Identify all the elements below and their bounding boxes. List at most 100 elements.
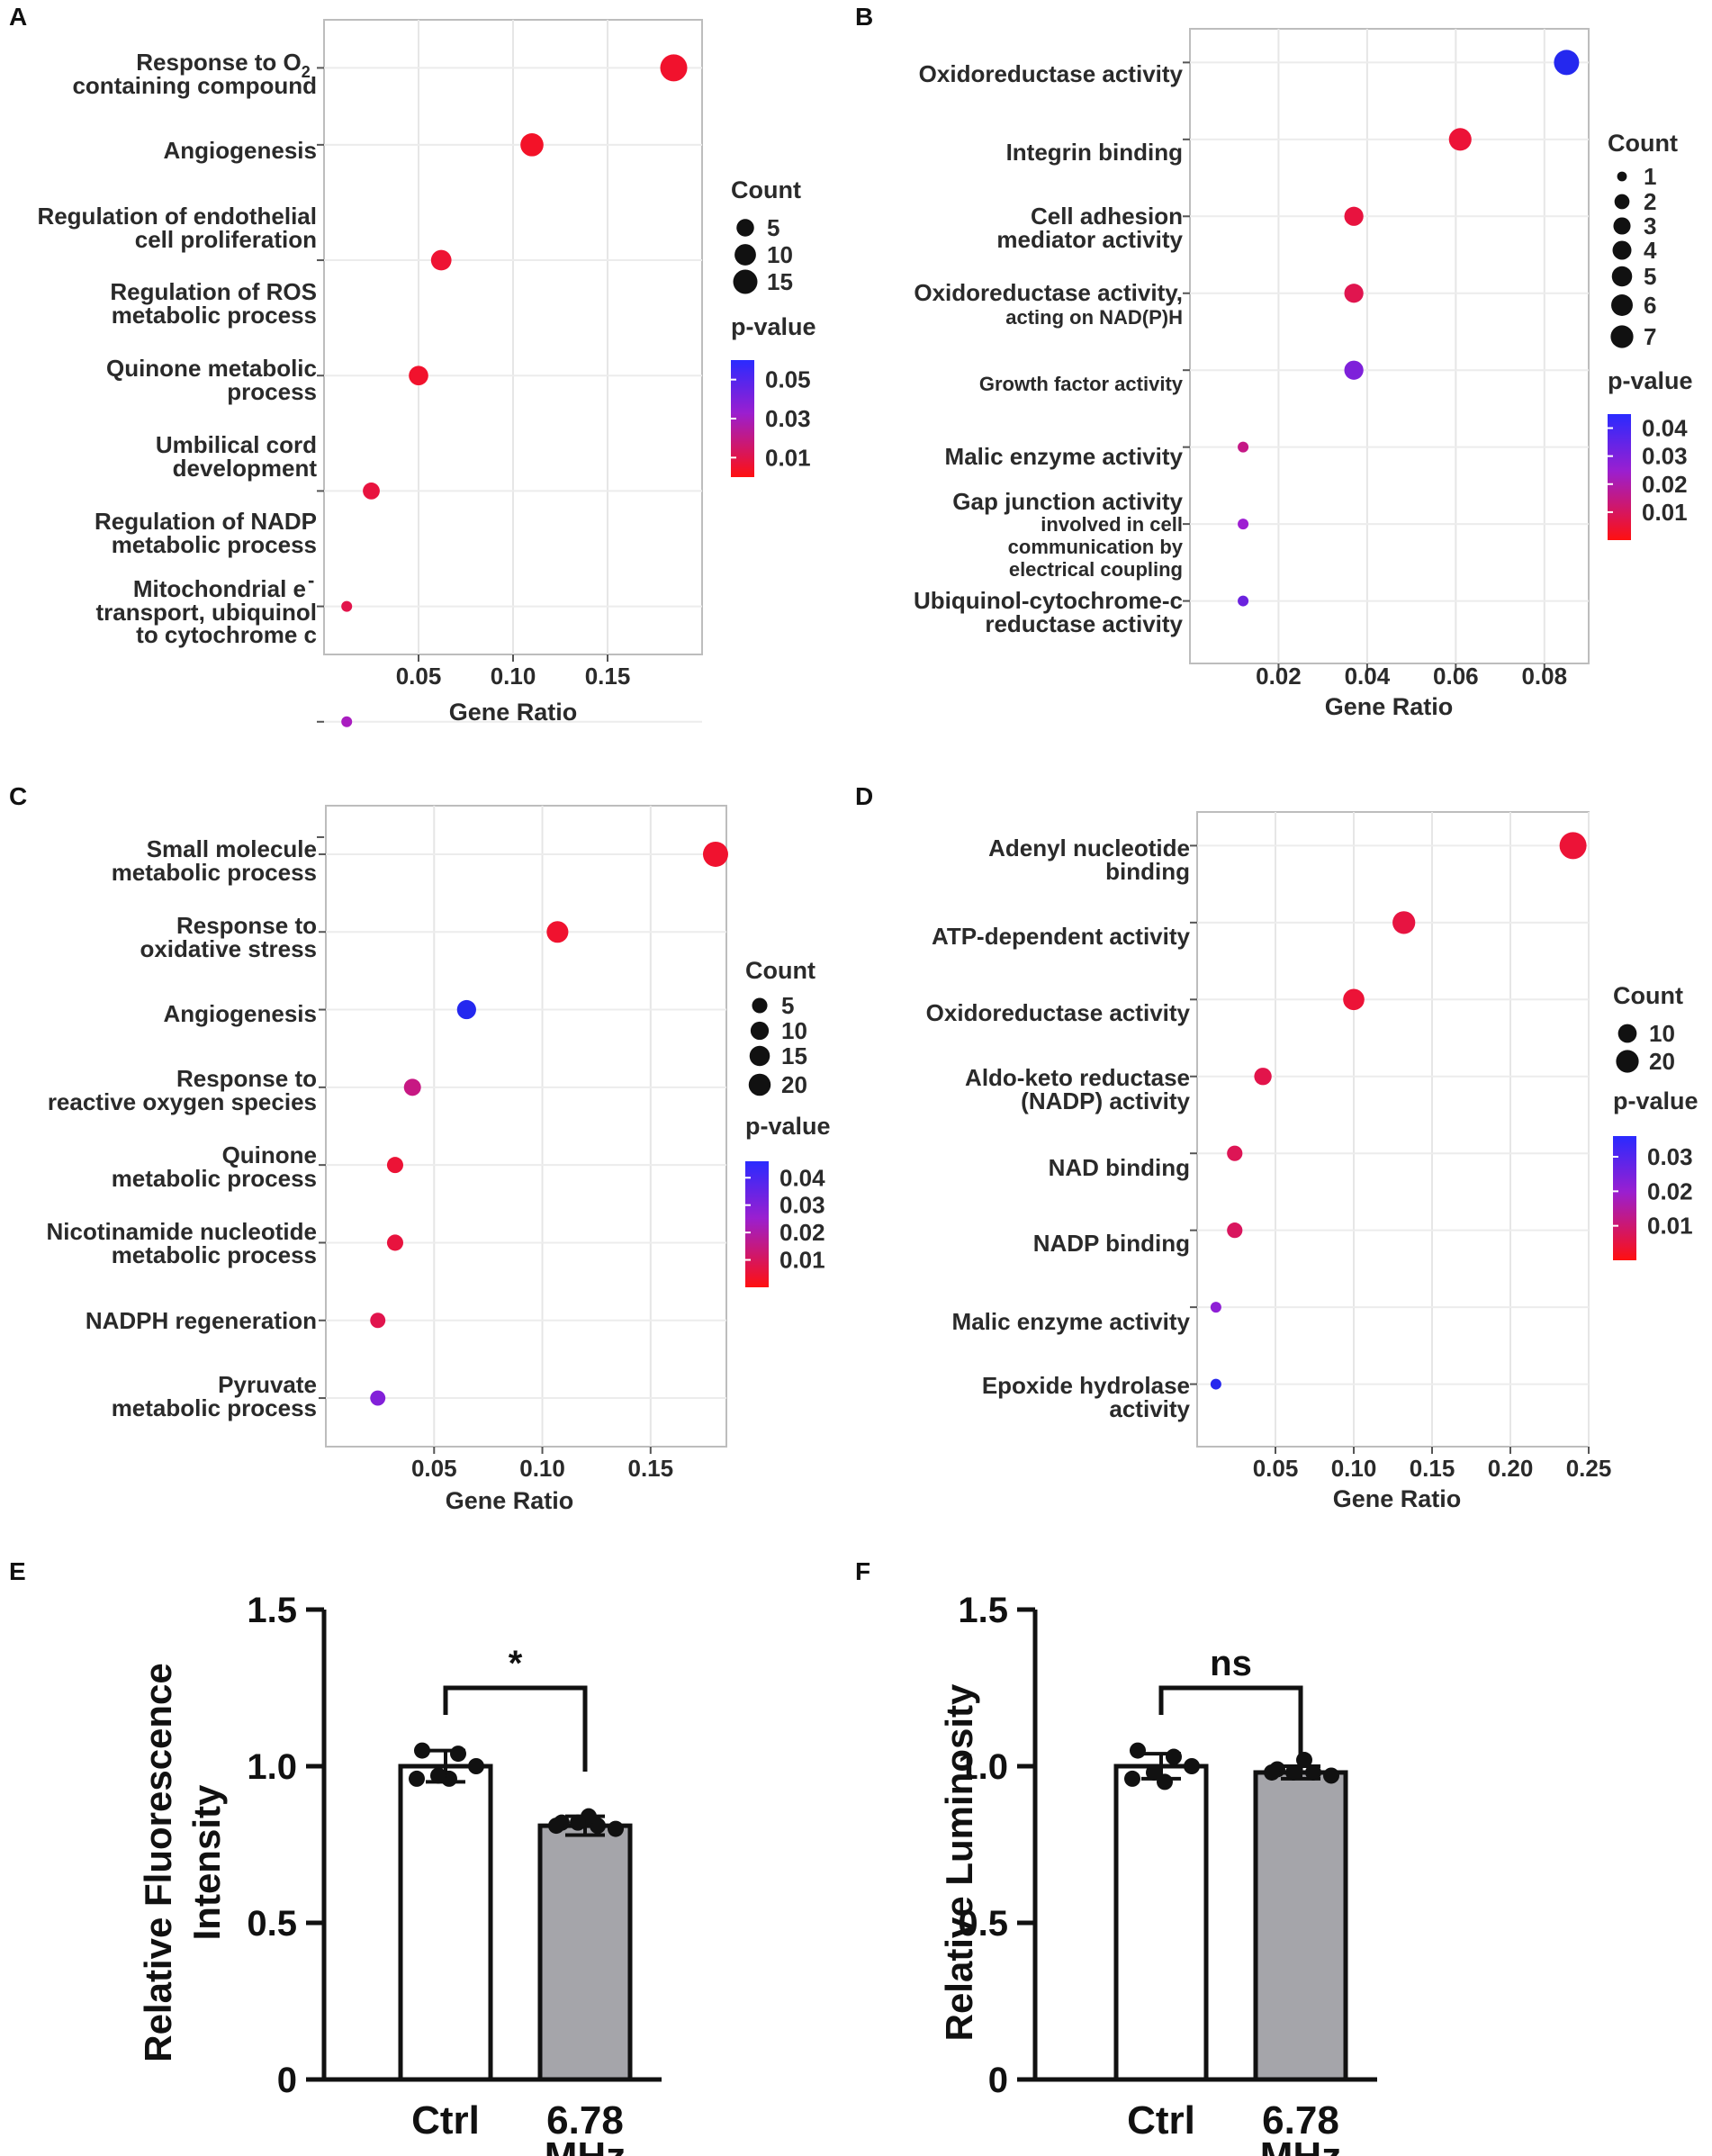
bar [398, 1764, 493, 2082]
count-legend-label: 20 [1649, 1048, 1675, 1075]
count-legend-label: 4 [1644, 237, 1657, 264]
dots-c [370, 841, 728, 1406]
term-label: Small molecule metabolic process [112, 835, 317, 886]
term-dot [1554, 50, 1580, 76]
y-tick-label: 1.0 [247, 1747, 297, 1787]
count-legend-dot [1617, 171, 1627, 182]
term-label: Integrin binding [1006, 139, 1183, 166]
y-axis-title: Intensity [185, 1784, 228, 1940]
pvalue-legend-label: 0.03 [779, 1192, 825, 1219]
term-dot [370, 1390, 386, 1406]
term-label: Epoxide hydrolase activity [982, 1372, 1191, 1422]
panel-label-d: D [855, 782, 873, 810]
x-tick-label: 0.15 [628, 1455, 674, 1482]
x-tick-label: 0.06 [1433, 663, 1479, 690]
panel-label-c: C [9, 782, 27, 810]
term-dot [1238, 519, 1249, 530]
term-label: Mitochondrial e transport, ubiquinol to cy… [95, 575, 317, 648]
term-dot [1392, 911, 1416, 934]
count-legend-label: 10 [1649, 1020, 1675, 1047]
term-label: NADP binding [1033, 1230, 1190, 1257]
data-point [409, 1770, 425, 1787]
bar [1253, 1770, 1348, 2082]
dots-a [341, 54, 688, 843]
term-dot [409, 365, 428, 386]
term-dot [363, 483, 380, 500]
y-tick-label: 1.5 [958, 1591, 1008, 1630]
count-legend-dot [752, 997, 768, 1014]
term-dot [1344, 206, 1364, 226]
pvalue-legend-label: 0.02 [1647, 1177, 1693, 1204]
x-tick-label: 0.15 [1410, 1455, 1455, 1482]
count-legend-title: Count [745, 957, 815, 984]
x-axis-title-d: Gene Ratio [1333, 1485, 1462, 1512]
x-axis-title-c: Gene Ratio [446, 1487, 574, 1514]
grid-c: 0.05 0.10 0.15 [319, 806, 726, 1482]
terms-d: Adenyl nucleotide binding ATP-dependent a… [926, 834, 1191, 1422]
count-legend-label: 5 [1644, 263, 1656, 290]
x-category-label: MHz [545, 2134, 626, 2156]
pvalue-legend-label: 0.01 [765, 444, 811, 471]
term-label: Oxidoreductase activity, [914, 279, 1183, 306]
x-tick-label: 0.02 [1256, 663, 1302, 690]
term-label: Aldo-keto reductase (NADP) activity [965, 1064, 1190, 1114]
term-label: NAD binding [1049, 1154, 1190, 1181]
y-tick-label: 1.5 [247, 1591, 297, 1630]
data-point [1166, 1748, 1182, 1765]
panel-c: C 0.05 0.10 0.15 Small molecule metabolic p… [9, 782, 831, 1514]
data-point [1285, 1764, 1302, 1781]
count-legend-label: 15 [781, 1042, 807, 1069]
significance-bracket [443, 1685, 588, 1772]
y-tick-label: 1.0 [958, 1747, 1008, 1787]
data-point [450, 1746, 466, 1763]
term-label: Response to reactive oxygen species [48, 1065, 317, 1115]
pvalue-legend-label: 0.01 [779, 1247, 825, 1274]
term-dot [430, 249, 452, 271]
count-legend-title: Count [1608, 130, 1678, 157]
term-dot [1344, 284, 1364, 303]
term-dot [1343, 988, 1365, 1011]
terms-c: Small molecule metabolic process Response… [47, 835, 318, 1421]
pvalue-colorbar [1613, 1136, 1636, 1260]
terms-b: Oxidoreductase activity Integrin binding… [914, 60, 1184, 637]
term-dot [1210, 1378, 1221, 1390]
data-point [1305, 1764, 1321, 1781]
term-label: Malic enzyme activity [945, 443, 1184, 470]
term-dot [1238, 441, 1249, 453]
x-axis-title-a: Gene Ratio [449, 699, 578, 726]
pvalue-legend-label: 0.03 [1642, 443, 1688, 470]
panel-label-b: B [855, 3, 873, 31]
count-legend-label: 15 [767, 268, 793, 295]
count-legend-dot [748, 1073, 771, 1096]
count-legend-dot [1614, 194, 1630, 210]
term-label: Regulation of NADP metabolic process [95, 508, 317, 558]
term-dot [660, 54, 688, 82]
x-tick-label: 0.05 [396, 663, 442, 690]
pvalue-legend-label: 0.01 [1647, 1213, 1693, 1240]
term-dot [386, 1234, 403, 1251]
term-label: - [308, 569, 314, 591]
pvalue-colorbar [1608, 414, 1631, 540]
term-dot [1344, 360, 1364, 380]
term-dot [546, 921, 569, 943]
pvalue-legend-title: p-value [1613, 1087, 1698, 1114]
plot-area-b [1189, 28, 1590, 664]
term-dot [1227, 1145, 1243, 1161]
y-tick-label: 0 [277, 2061, 297, 2100]
dots-d [1210, 832, 1587, 1390]
term-dot [341, 716, 353, 727]
pvalue-colorbar [745, 1161, 769, 1287]
term-label: acting on NAD(P)H [1005, 306, 1183, 329]
count-legend-dot [1611, 294, 1633, 316]
count-legend-title: Count [1613, 982, 1683, 1009]
x-tick-label: 0.04 [1345, 663, 1391, 690]
term-label: Regulation of ROS metabolic process [110, 278, 317, 329]
count-legend-dot [749, 1045, 770, 1067]
count-legend-dot [1613, 217, 1631, 235]
x-tick-label: 0.10 [1331, 1455, 1377, 1482]
term-label: Pyruvate metabolic process [112, 1371, 317, 1421]
term-dot [1210, 1302, 1221, 1313]
